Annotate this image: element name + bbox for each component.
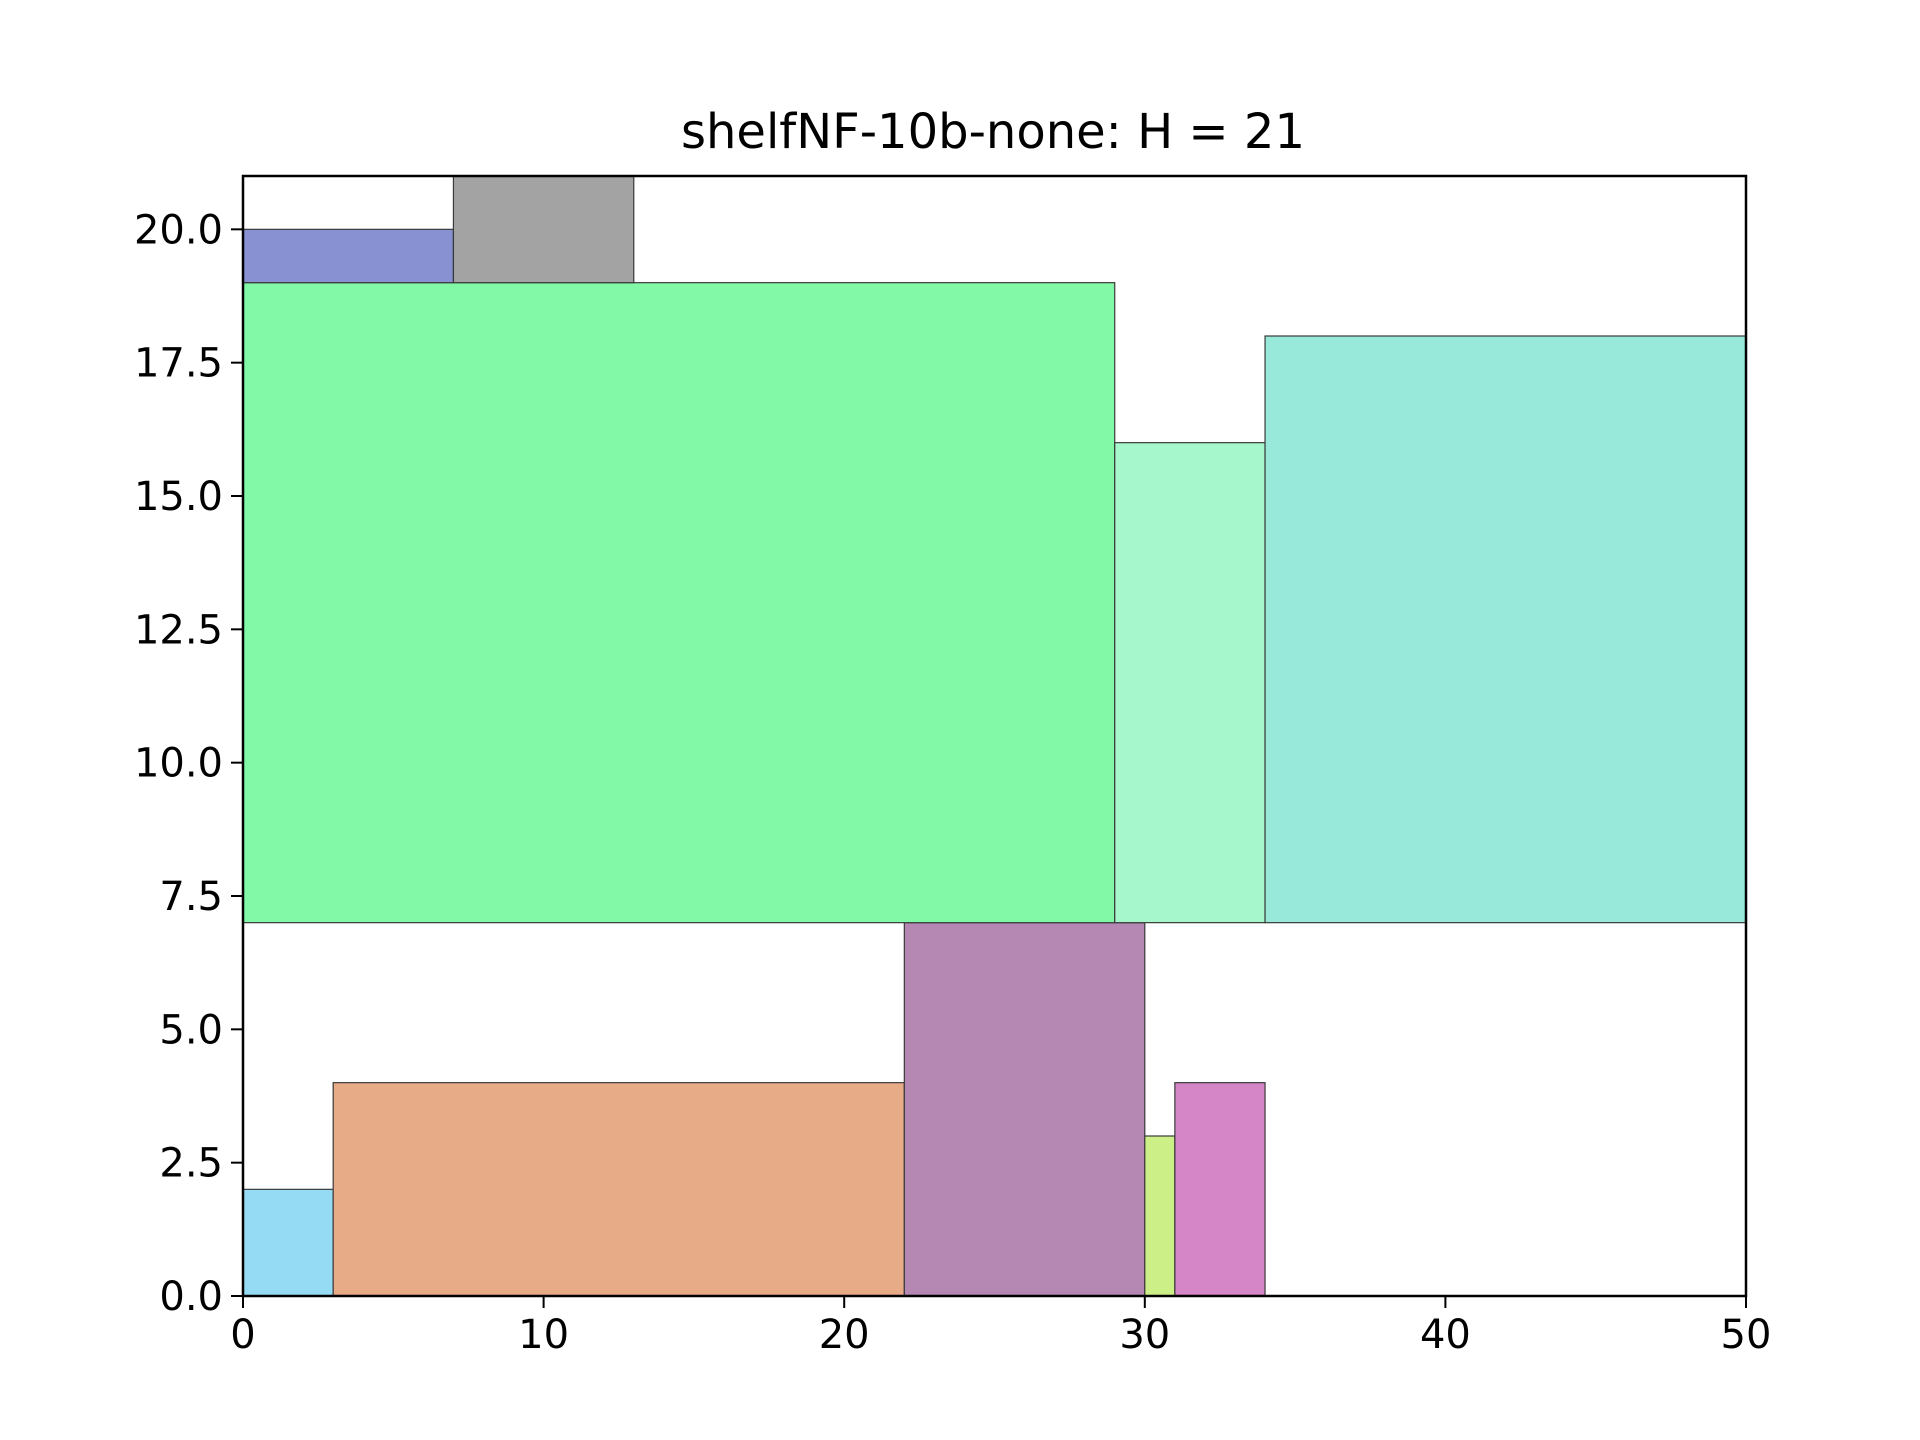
y-tick-label: 15.0 [134, 474, 223, 520]
x-tick-label: 20 [819, 1312, 870, 1358]
packed-rectangles [242, 175, 1747, 1297]
x-tick-label: 10 [518, 1312, 569, 1358]
rectangle-8 [1264, 335, 1747, 924]
x-tick-label: 30 [1119, 1312, 1170, 1358]
y-tick-label: 2.5 [159, 1141, 223, 1187]
y-tick-label: 17.5 [134, 341, 223, 387]
y-tick-label: 7.5 [159, 874, 223, 920]
rectangle-7 [1114, 442, 1266, 924]
y-tick-label: 0.0 [159, 1274, 223, 1320]
rectangle-10 [452, 175, 635, 284]
rectangle-5 [1174, 1082, 1266, 1297]
rectangle-9 [242, 228, 455, 284]
y-tick-label: 20.0 [134, 207, 223, 253]
x-tick-label: 40 [1420, 1312, 1471, 1358]
y-tick-label: 5.0 [159, 1007, 223, 1053]
rectangle-4 [1144, 1135, 1176, 1297]
rectangle-3 [903, 922, 1146, 1297]
plot-frame [241, 174, 1748, 1298]
rectangle-2 [332, 1082, 905, 1297]
chart-title: shelfNF-10b-none: H = 21 [681, 104, 1305, 160]
x-tick-label: 50 [1721, 1312, 1772, 1358]
y-tick-label: 10.0 [134, 741, 223, 787]
axes: 0 10 20 30 40 50 0.0 2.5 5.0 7.5 10.0 12.5 15.0 17.5 2… [134, 174, 1772, 1358]
x-tick-label: 0 [230, 1312, 255, 1358]
rectangle-6 [242, 282, 1116, 924]
y-tick-label: 12.5 [134, 607, 223, 653]
rectangle-1 [242, 1188, 334, 1297]
